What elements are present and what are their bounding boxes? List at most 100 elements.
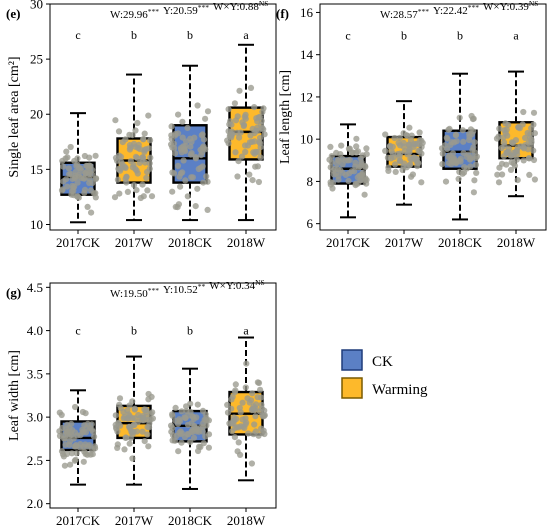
data-point	[84, 420, 91, 427]
stat-value: W×Y:0.88	[213, 1, 259, 13]
data-point	[416, 129, 423, 136]
legend: CK Warming	[341, 349, 428, 399]
data-point	[382, 147, 389, 154]
data-point	[169, 188, 176, 195]
data-point	[67, 461, 74, 468]
data-point	[327, 164, 334, 171]
data-point	[58, 448, 66, 455]
data-point	[61, 462, 68, 469]
data-point	[74, 432, 81, 439]
data-point	[472, 161, 480, 168]
data-point	[251, 130, 258, 137]
data-point	[60, 432, 67, 439]
data-point	[335, 157, 342, 164]
stat-value: W:19.50	[110, 288, 148, 300]
data-point	[357, 172, 365, 179]
data-point	[231, 434, 238, 441]
data-point	[338, 142, 345, 149]
data-point	[168, 123, 175, 130]
data-point	[257, 386, 264, 393]
data-point	[73, 162, 80, 170]
legend-label-ck: CK	[372, 354, 393, 370]
data-point	[168, 422, 175, 429]
data-point	[530, 156, 538, 164]
data-point	[500, 153, 507, 160]
data-point	[88, 426, 96, 433]
data-point	[192, 154, 199, 161]
data-point	[187, 135, 194, 142]
stat-value: Y:10.52	[163, 284, 198, 296]
data-point	[261, 131, 268, 138]
data-point	[237, 409, 244, 416]
data-point	[74, 179, 81, 186]
data-point	[330, 171, 337, 178]
panel-tag: (f)	[276, 6, 289, 21]
data-point	[346, 170, 353, 177]
data-point	[526, 155, 533, 162]
data-point	[235, 439, 242, 446]
data-point	[202, 433, 209, 440]
jitter-points	[493, 108, 539, 186]
data-point	[249, 390, 256, 397]
stat-significance: ***	[148, 286, 160, 295]
data-point	[199, 424, 207, 431]
stat-value: W:29.96	[110, 9, 148, 21]
data-point	[531, 176, 539, 183]
box-2018CK	[168, 64, 212, 222]
data-point	[231, 100, 238, 107]
jitter-points	[382, 124, 426, 186]
data-point	[473, 169, 480, 176]
data-point	[187, 143, 194, 150]
data-point	[460, 150, 467, 157]
data-point	[147, 154, 154, 161]
significance-letter: a	[243, 324, 249, 338]
data-point	[135, 141, 142, 148]
data-point	[194, 401, 201, 408]
data-point	[232, 149, 239, 156]
legend-swatch-ck	[341, 349, 363, 371]
data-point	[204, 108, 212, 115]
data-point	[259, 125, 266, 132]
data-point	[510, 149, 517, 157]
data-point	[353, 143, 360, 150]
x-tick-label: 2018W	[497, 235, 536, 250]
data-point	[507, 166, 515, 173]
data-point	[467, 126, 474, 133]
data-point	[439, 150, 446, 157]
data-point	[192, 203, 199, 210]
data-point	[399, 166, 406, 174]
data-point	[134, 119, 141, 127]
significance-letter: b	[457, 29, 463, 43]
data-point	[251, 104, 258, 111]
data-point	[64, 428, 71, 435]
data-point	[361, 191, 368, 198]
data-point	[499, 171, 506, 178]
y-tick-label: 6	[307, 216, 314, 231]
data-point	[352, 180, 359, 187]
stats-annotation: W:19.50*** Y:10.52** W×Y:0.34NS	[110, 278, 265, 300]
data-point	[182, 415, 189, 422]
data-point	[89, 179, 96, 187]
data-point	[126, 440, 133, 447]
data-point	[179, 118, 186, 125]
data-point	[122, 175, 129, 182]
data-point	[68, 450, 75, 457]
panel-tag: (g)	[6, 285, 21, 300]
data-point	[236, 134, 243, 141]
data-point	[141, 130, 148, 137]
data-point	[337, 151, 344, 158]
data-point	[177, 428, 184, 435]
data-point	[91, 443, 98, 450]
data-point	[175, 448, 182, 455]
data-point	[178, 408, 185, 415]
data-point	[508, 139, 516, 146]
data-point	[139, 181, 146, 188]
data-point	[172, 404, 179, 411]
data-point	[385, 167, 392, 174]
data-point	[252, 401, 260, 408]
data-point	[114, 176, 121, 183]
data-point	[147, 410, 154, 417]
data-point	[127, 435, 134, 442]
y-tick-label: 10	[300, 132, 313, 147]
data-point	[498, 160, 506, 167]
